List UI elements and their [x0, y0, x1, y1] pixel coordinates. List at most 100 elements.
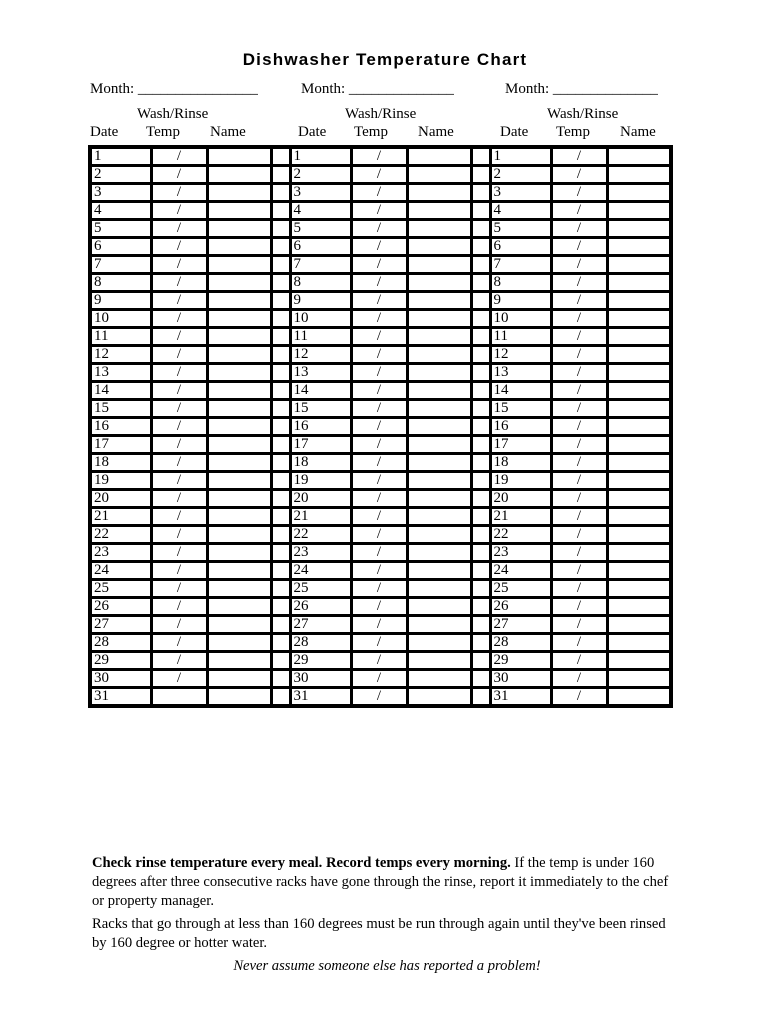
temp-cell[interactable]: /: [349, 416, 409, 437]
temp-cell[interactable]: /: [349, 596, 409, 617]
name-cell[interactable]: [205, 506, 273, 527]
name-cell[interactable]: [605, 182, 673, 203]
temp-cell[interactable]: /: [349, 488, 409, 509]
name-cell[interactable]: [605, 542, 673, 563]
name-cell[interactable]: [405, 452, 473, 473]
temp-cell[interactable]: /: [349, 578, 409, 599]
name-cell[interactable]: [205, 542, 273, 563]
temp-cell[interactable]: /: [149, 506, 209, 527]
name-cell[interactable]: [605, 254, 673, 275]
temp-cell[interactable]: /: [349, 686, 409, 708]
temp-cell[interactable]: /: [149, 236, 209, 257]
name-cell[interactable]: [405, 578, 473, 599]
name-cell[interactable]: [605, 452, 673, 473]
name-cell[interactable]: [405, 362, 473, 383]
temp-cell[interactable]: /: [549, 236, 609, 257]
temp-cell[interactable]: /: [149, 614, 209, 635]
temp-cell[interactable]: /: [549, 668, 609, 689]
name-cell[interactable]: [405, 344, 473, 365]
temp-cell[interactable]: /: [549, 542, 609, 563]
temp-cell[interactable]: /: [149, 308, 209, 329]
name-cell[interactable]: [205, 380, 273, 401]
temp-cell[interactable]: /: [549, 650, 609, 671]
temp-cell[interactable]: /: [149, 470, 209, 491]
temp-cell[interactable]: /: [549, 380, 609, 401]
name-cell[interactable]: [405, 686, 473, 708]
name-cell[interactable]: [605, 614, 673, 635]
name-cell[interactable]: [205, 470, 273, 491]
temp-cell[interactable]: /: [549, 145, 609, 167]
temp-cell[interactable]: /: [549, 254, 609, 275]
temp-cell[interactable]: /: [349, 254, 409, 275]
name-cell[interactable]: [605, 686, 673, 708]
temp-cell[interactable]: /: [549, 524, 609, 545]
month-field-3[interactable]: Month: ______________: [505, 81, 658, 97]
name-cell[interactable]: [405, 470, 473, 491]
temp-cell[interactable]: /: [149, 578, 209, 599]
name-cell[interactable]: [605, 578, 673, 599]
name-cell[interactable]: [605, 524, 673, 545]
name-cell[interactable]: [405, 254, 473, 275]
temp-cell[interactable]: /: [349, 650, 409, 671]
name-cell[interactable]: [405, 542, 473, 563]
temp-cell[interactable]: /: [349, 145, 409, 167]
name-cell[interactable]: [405, 650, 473, 671]
name-cell[interactable]: [405, 416, 473, 437]
name-cell[interactable]: [205, 272, 273, 293]
temp-cell[interactable]: /: [549, 470, 609, 491]
temp-cell[interactable]: /: [349, 380, 409, 401]
name-cell[interactable]: [605, 560, 673, 581]
name-cell[interactable]: [405, 434, 473, 455]
name-cell[interactable]: [405, 380, 473, 401]
name-cell[interactable]: [205, 596, 273, 617]
month-field-1[interactable]: Month: ________________: [90, 81, 258, 97]
temp-cell[interactable]: /: [349, 668, 409, 689]
month-field-2[interactable]: Month: ______________: [301, 81, 454, 97]
temp-cell[interactable]: /: [549, 488, 609, 509]
name-cell[interactable]: [405, 398, 473, 419]
name-cell[interactable]: [405, 145, 473, 167]
temp-cell[interactable]: /: [349, 506, 409, 527]
temp-cell[interactable]: /: [549, 686, 609, 708]
temp-cell[interactable]: /: [549, 290, 609, 311]
name-cell[interactable]: [205, 452, 273, 473]
temp-cell[interactable]: /: [149, 398, 209, 419]
name-cell[interactable]: [405, 632, 473, 653]
name-cell[interactable]: [405, 524, 473, 545]
temp-cell[interactable]: /: [349, 308, 409, 329]
temp-cell[interactable]: /: [549, 560, 609, 581]
name-cell[interactable]: [205, 632, 273, 653]
name-cell[interactable]: [205, 254, 273, 275]
temp-cell[interactable]: /: [349, 290, 409, 311]
temp-cell[interactable]: /: [349, 272, 409, 293]
name-cell[interactable]: [605, 434, 673, 455]
name-cell[interactable]: [605, 650, 673, 671]
temp-cell[interactable]: /: [149, 452, 209, 473]
name-cell[interactable]: [605, 416, 673, 437]
name-cell[interactable]: [405, 614, 473, 635]
temp-cell[interactable]: /: [349, 344, 409, 365]
name-cell[interactable]: [405, 218, 473, 239]
name-cell[interactable]: [205, 668, 273, 689]
name-cell[interactable]: [405, 236, 473, 257]
name-cell[interactable]: [205, 218, 273, 239]
name-cell[interactable]: [605, 470, 673, 491]
temp-cell[interactable]: /: [549, 614, 609, 635]
name-cell[interactable]: [405, 506, 473, 527]
temp-cell[interactable]: /: [149, 380, 209, 401]
name-cell[interactable]: [605, 668, 673, 689]
name-cell[interactable]: [405, 596, 473, 617]
name-cell[interactable]: [605, 344, 673, 365]
temp-cell[interactable]: /: [549, 308, 609, 329]
name-cell[interactable]: [605, 200, 673, 221]
name-cell[interactable]: [405, 668, 473, 689]
name-cell[interactable]: [605, 488, 673, 509]
temp-cell[interactable]: /: [149, 218, 209, 239]
temp-cell[interactable]: /: [549, 326, 609, 347]
name-cell[interactable]: [205, 488, 273, 509]
temp-cell[interactable]: /: [349, 326, 409, 347]
temp-cell[interactable]: /: [549, 200, 609, 221]
name-cell[interactable]: [605, 632, 673, 653]
temp-cell[interactable]: /: [149, 200, 209, 221]
name-cell[interactable]: [205, 650, 273, 671]
